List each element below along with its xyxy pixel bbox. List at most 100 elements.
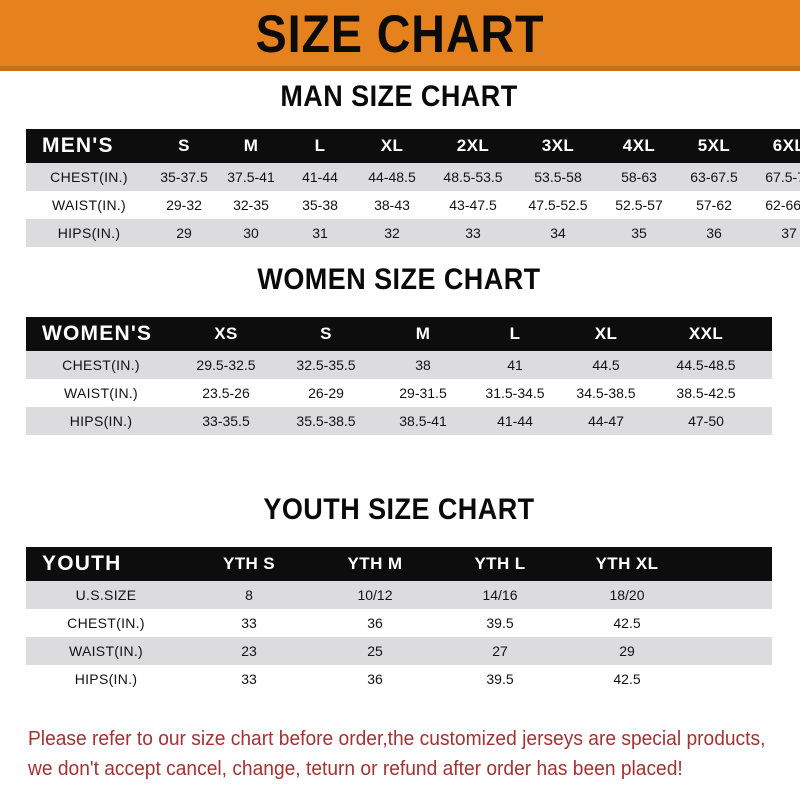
table-row: HIPS(IN.) 33-35.5 35.5-38.5 38.5-41 41-4… <box>26 407 772 435</box>
men-waist-6xl: 62-66.5 <box>765 197 800 213</box>
women-hips-l: 41-44 <box>497 413 533 429</box>
youth-ussize-xl: 18/20 <box>609 587 645 603</box>
table-row: WAIST(IN.) 23.5-26 26-29 29-31.5 31.5-34… <box>26 379 772 407</box>
youth-hips-s: 33 <box>241 671 257 687</box>
men-chest-xl: 44-48.5 <box>368 169 416 185</box>
men-chest-l: 41-44 <box>302 169 338 185</box>
men-hips-3xl: 34 <box>550 225 566 241</box>
women-col-m: M <box>415 324 431 343</box>
men-col-xl: XL <box>380 136 404 155</box>
youth-section-title: YOUTH SIZE CHART <box>263 493 535 526</box>
men-row-label-hips: HIPS(IN.) <box>57 225 121 241</box>
youth-waist-s: 23 <box>241 643 257 659</box>
women-chest-l: 41 <box>507 357 523 373</box>
youth-ussize-l: 14/16 <box>482 587 518 603</box>
youth-col-s: YTH S <box>222 554 276 573</box>
women-chest-s: 32.5-35.5 <box>296 357 356 373</box>
youth-ussize-m: 10/12 <box>357 587 393 603</box>
youth-hips-xl: 42.5 <box>613 671 641 687</box>
men-size-table: MEN'S S M L XL 2XL 3XL 4XL 5XL 6XL CHEST… <box>26 129 800 247</box>
youth-ussize-s: 8 <box>245 587 253 603</box>
banner-title: SIZE CHART <box>255 5 545 64</box>
men-waist-2xl: 43-47.5 <box>449 197 497 213</box>
youth-row-label-hips: HIPS(IN.) <box>74 671 138 687</box>
women-hips-xs: 33-35.5 <box>202 413 250 429</box>
men-hips-6xl: 37 <box>781 225 797 241</box>
youth-col-m: YTH M <box>347 554 403 573</box>
women-waist-xl: 34.5-38.5 <box>576 385 636 401</box>
table-row: WAIST(IN.) 23 25 27 29 <box>26 637 772 665</box>
table-row: HIPS(IN.) 29 30 31 32 33 34 35 36 37 <box>26 219 800 247</box>
women-col-xl: XL <box>594 324 618 343</box>
men-hips-4xl: 35 <box>631 225 647 241</box>
men-chest-m: 37.5-41 <box>227 169 275 185</box>
women-chest-xxl: 44.5-48.5 <box>676 357 736 373</box>
women-header-row: WOMEN'S XS S M L XL XXL <box>26 317 772 351</box>
women-chest-xs: 29.5-32.5 <box>196 357 256 373</box>
women-row-label-hips: HIPS(IN.) <box>69 413 133 429</box>
youth-ussize-pad <box>692 581 772 609</box>
men-col-5xl: 5XL <box>697 136 731 155</box>
youth-row-label-chest: CHEST(IN.) <box>67 615 145 631</box>
youth-chart-block: YOUTH SIZE CHART YOUTH YTH S YTH M YTH L… <box>26 495 772 693</box>
men-header-label: MEN'S <box>42 134 114 157</box>
men-row-label-chest: CHEST(IN.) <box>50 169 128 185</box>
women-waist-xxl: 38.5-42.5 <box>676 385 736 401</box>
table-row: HIPS(IN.) 33 36 39.5 42.5 <box>26 665 772 693</box>
men-waist-5xl: 57-62 <box>696 197 732 213</box>
women-section-title: WOMEN SIZE CHART <box>257 263 541 296</box>
men-chest-5xl: 63-67.5 <box>690 169 738 185</box>
women-hips-xl: 44-47 <box>588 413 624 429</box>
youth-row-label-waist: WAIST(IN.) <box>68 643 144 659</box>
women-hips-s: 35.5-38.5 <box>296 413 356 429</box>
footer-note-line-1: Please refer to our size chart before or… <box>28 728 766 750</box>
men-chest-3xl: 53.5-58 <box>534 169 582 185</box>
youth-col-xl: YTH XL <box>595 554 659 573</box>
men-col-4xl: 4XL <box>622 136 656 155</box>
youth-header-label: YOUTH <box>42 552 122 575</box>
women-chest-pad <box>760 351 772 379</box>
page-banner: SIZE CHART <box>0 0 800 71</box>
men-chest-2xl: 48.5-53.5 <box>443 169 503 185</box>
youth-chest-xl: 42.5 <box>613 615 641 631</box>
youth-header-row: YOUTH YTH S YTH M YTH L YTH XL <box>26 547 772 581</box>
women-col-xxl: XXL <box>688 324 724 343</box>
men-chest-4xl: 58-63 <box>621 169 657 185</box>
women-col-s: S <box>320 324 332 343</box>
women-col-l: L <box>509 324 521 343</box>
men-chest-6xl: 67.5-72 <box>765 169 800 185</box>
men-hips-2xl: 33 <box>465 225 481 241</box>
youth-col-pad <box>692 547 772 581</box>
men-col-3xl: 3XL <box>541 136 575 155</box>
men-section-title: MAN SIZE CHART <box>280 80 518 113</box>
footer-note-line-2: we don't accept cancel, change, teturn o… <box>28 758 683 780</box>
women-col-xs: XS <box>214 324 238 343</box>
women-waist-xs: 23.5-26 <box>202 385 250 401</box>
men-hips-m: 30 <box>243 225 259 241</box>
youth-waist-l: 27 <box>492 643 508 659</box>
women-chart-block: WOMEN SIZE CHART WOMEN'S XS S M L XL XXL… <box>26 265 772 435</box>
men-col-2xl: 2XL <box>456 136 490 155</box>
men-waist-3xl: 47.5-52.5 <box>528 197 588 213</box>
youth-hips-m: 36 <box>367 671 383 687</box>
men-col-6xl: 6XL <box>772 136 800 155</box>
youth-col-l: YTH L <box>474 554 526 573</box>
women-chest-m: 38 <box>415 357 431 373</box>
women-row-label-waist: WAIST(IN.) <box>63 385 139 401</box>
table-row: CHEST(IN.) 35-37.5 37.5-41 41-44 44-48.5… <box>26 163 800 191</box>
youth-row-label-ussize: U.S.SIZE <box>75 587 137 603</box>
women-hips-xxl: 47-50 <box>688 413 724 429</box>
women-waist-pad <box>760 379 772 407</box>
men-col-s: S <box>178 136 190 155</box>
women-header-label: WOMEN'S <box>42 322 153 345</box>
women-waist-l: 31.5-34.5 <box>485 385 545 401</box>
men-row-label-waist: WAIST(IN.) <box>51 197 127 213</box>
men-hips-l: 31 <box>312 225 328 241</box>
youth-chest-pad <box>692 609 772 637</box>
footer-note: Please refer to our size chart before or… <box>28 724 766 784</box>
men-hips-s: 29 <box>176 225 192 241</box>
women-size-table: WOMEN'S XS S M L XL XXL CHEST(IN.) 29.5-… <box>26 317 772 435</box>
table-row: U.S.SIZE 8 10/12 14/16 18/20 <box>26 581 772 609</box>
men-waist-l: 35-38 <box>302 197 338 213</box>
